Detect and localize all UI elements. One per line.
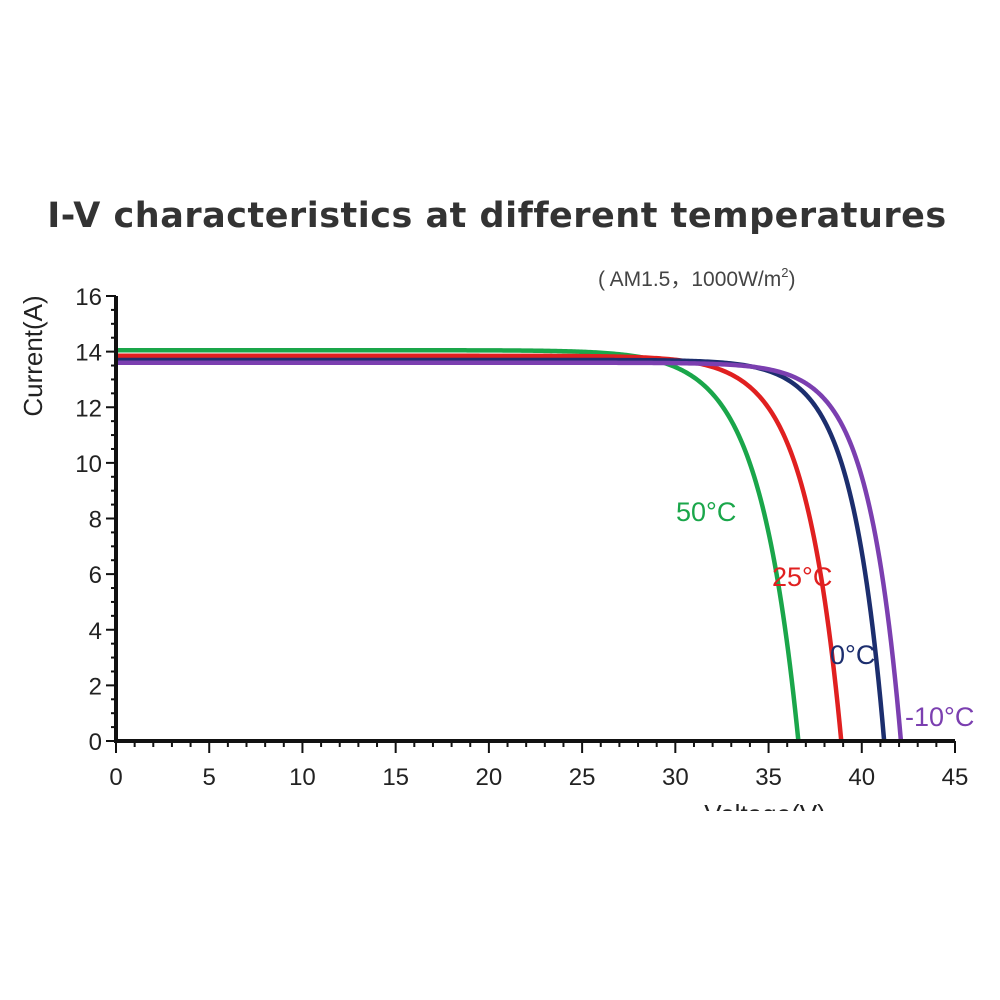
y-tick-label: 8: [89, 507, 102, 534]
x-tick-label: 35: [755, 764, 782, 791]
series-labels: 50°C 25°C 0°C -10°C: [676, 497, 974, 732]
x-tick-label: 20: [476, 764, 503, 791]
series-label-25c: 25°C: [772, 562, 832, 592]
y-tick-label: 6: [89, 562, 102, 589]
y-axis-title: Current(A): [18, 295, 48, 416]
series-label-50c: 50°C: [676, 497, 736, 527]
x-tick-label: 15: [382, 764, 409, 791]
chart-subtitle: ( AM1.5，1000W/m2): [598, 265, 795, 291]
x-tick-label: 30: [662, 764, 689, 791]
y-tick-label: 12: [75, 395, 102, 422]
y-tick-label: 14: [75, 340, 102, 367]
x-tick-label: 5: [203, 764, 216, 791]
y-tick-label: 16: [75, 284, 102, 311]
axes: 0 2 4 6 8 10 12 14 16 0 5 10 15 20 25 30 35 40 45: [75, 284, 968, 791]
x-tick-label: 40: [848, 764, 875, 791]
y-tick-label: 10: [75, 451, 102, 478]
x-tick-label: 45: [942, 764, 969, 791]
y-tick-label: 0: [89, 729, 102, 756]
y-tick-label: 2: [89, 673, 102, 700]
subtitle-text: ( AM1.5，1000W/m: [598, 268, 781, 291]
series-line-50c: [115, 347, 801, 742]
x-tick-label: 0: [109, 764, 122, 791]
series-label-0c: 0°C: [830, 640, 875, 670]
subtitle-superscript: 2: [781, 265, 788, 280]
x-tick-label: 25: [569, 764, 596, 791]
series-line-0c: [115, 357, 887, 742]
series-label-minus10c: -10°C: [905, 702, 974, 732]
series-line-minus10c: [115, 360, 904, 742]
series-layer: [115, 347, 904, 742]
x-tick-label: 10: [289, 764, 316, 791]
subtitle-close: ): [788, 268, 795, 291]
chart-title: I-V characteristics at different tempera…: [47, 196, 946, 236]
y-tick-label: 4: [89, 618, 102, 645]
series-line-25c: [115, 353, 844, 742]
x-axis-title: Voltage(V): [704, 799, 825, 829]
